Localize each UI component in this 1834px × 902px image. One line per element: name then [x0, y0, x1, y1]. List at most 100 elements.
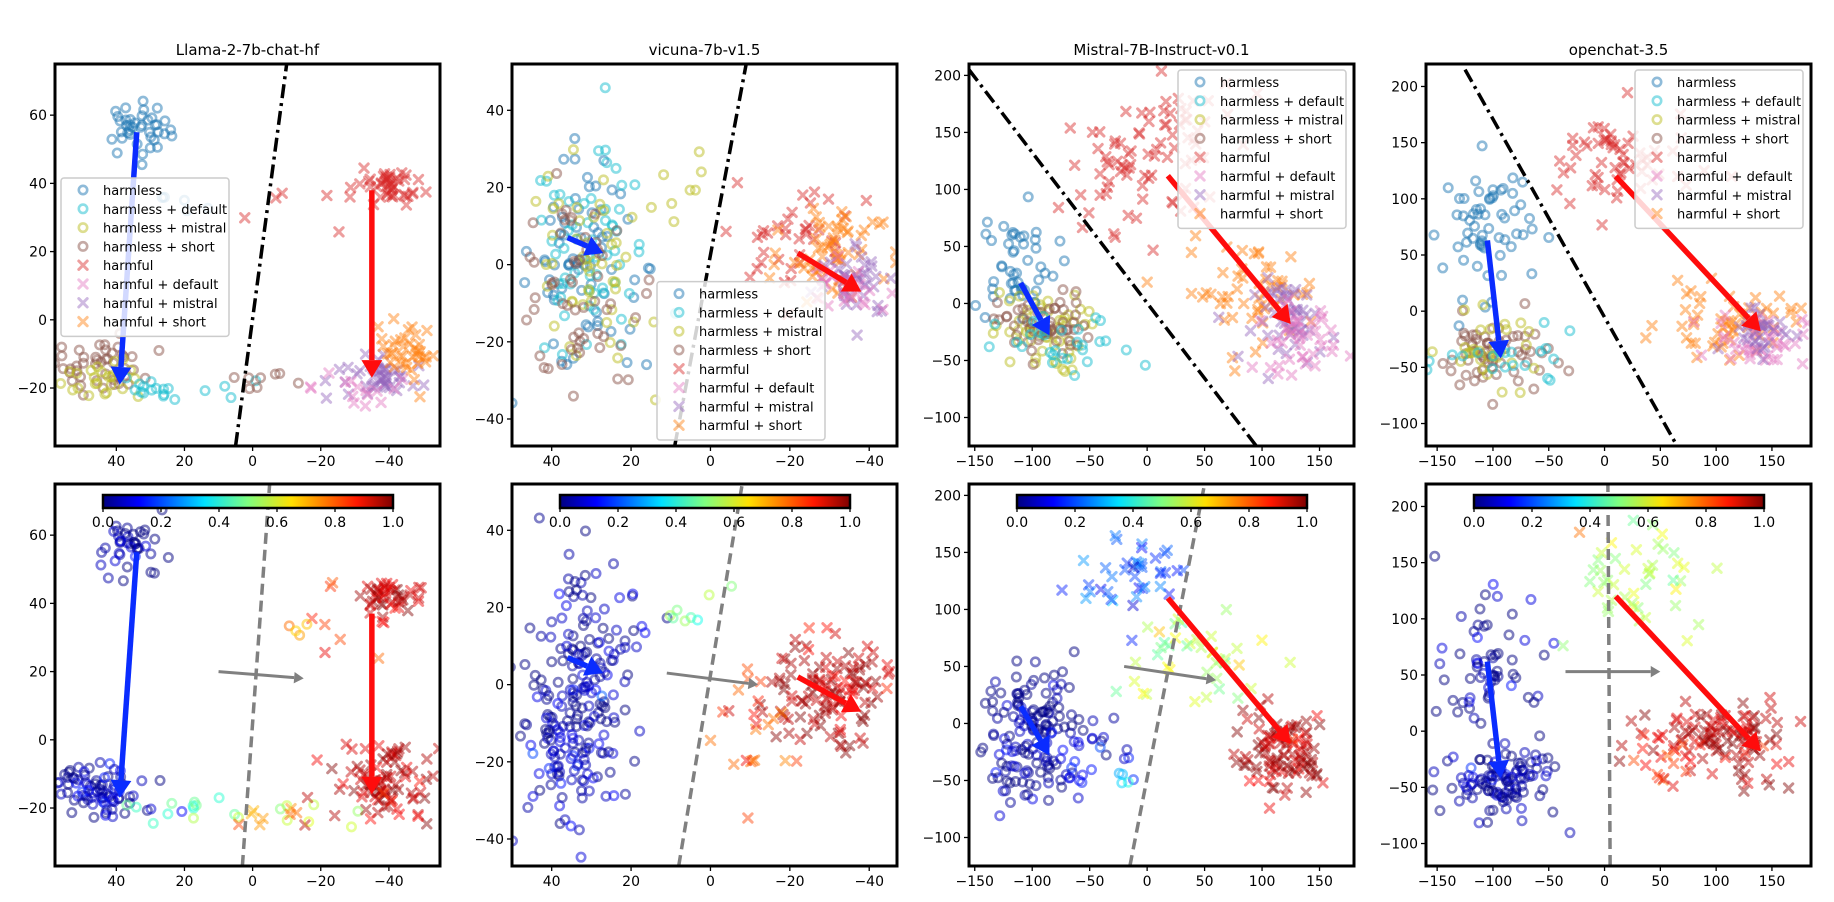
harmless-point: [535, 630, 547, 642]
x-tick-label: 0: [1143, 874, 1152, 890]
harmful-point: [383, 176, 396, 188]
harmful-point: [779, 754, 791, 767]
y-tick-label: 150: [934, 125, 961, 141]
harmful-point: [832, 250, 844, 262]
harmful-point: [406, 765, 419, 778]
legend-label: harmful + mistral: [699, 400, 814, 415]
harmless-point: [1464, 672, 1476, 684]
harmful-point: [1557, 167, 1570, 179]
harmful-point: [377, 348, 389, 361]
harmless-point: [96, 546, 108, 558]
x-tick-label: −40: [854, 454, 884, 470]
plot-area: [512, 484, 896, 866]
harmful-point: [348, 785, 360, 797]
harmful-point: [848, 675, 860, 688]
harmless-point: [1030, 242, 1042, 254]
legend-entry: harmless: [77, 184, 162, 199]
harmless-point: [145, 376, 157, 388]
harmful-point: [1257, 317, 1269, 329]
panel-mistral-bottom: −150 −100 −50 0 50 100 150−100−500501001502000…: [923, 482, 1356, 890]
harmful-point: [340, 738, 352, 750]
harmful-point: [1252, 306, 1264, 318]
harmful-point: [395, 594, 407, 607]
harmless-point: [146, 112, 158, 124]
harmful-point: [386, 747, 398, 760]
legend-label: harmless + mistral: [1220, 114, 1343, 129]
harmful-point: [386, 751, 398, 763]
harmless-point: [36, 792, 44, 800]
harmful-point: [861, 640, 874, 653]
x-tick-label: 100: [1703, 454, 1730, 470]
harmful-point: [342, 361, 354, 374]
harmful-point: [239, 212, 251, 224]
harmful-point: [1710, 725, 1722, 737]
harmful-point: [1657, 543, 1669, 555]
harmless-point: [1430, 705, 1442, 717]
harmless-point: [1538, 317, 1550, 329]
legend-entry: harmful + mistral: [1651, 189, 1792, 204]
harmful-point: [379, 379, 391, 392]
harmful-point: [1718, 330, 1731, 343]
harmless-point: [535, 674, 547, 686]
harmless-point: [593, 738, 605, 750]
harmless-point: [117, 575, 129, 587]
harmful-point: [301, 791, 314, 804]
harmless-point: [1476, 140, 1488, 152]
harmful-point: [1601, 574, 1614, 587]
legend-box: [1634, 69, 1804, 230]
harmless-point: [148, 567, 160, 579]
legend-marker: [1651, 151, 1663, 163]
plot-area: [36, 484, 440, 866]
harmful-point: [385, 190, 397, 202]
harmful-point: [402, 190, 414, 203]
harmless-point: [552, 698, 564, 710]
harmful-point: [1277, 290, 1290, 302]
harmful-point: [1272, 343, 1284, 356]
harmful-point: [1765, 702, 1777, 714]
harmful-point: [1627, 514, 1639, 527]
harmless-point: [989, 318, 1001, 330]
harmless-point: [1496, 269, 1508, 281]
harmless-point: [589, 208, 601, 220]
harmless-arrow-head: [110, 779, 132, 798]
harmful-point: [1749, 291, 1762, 304]
harmless-point: [1018, 238, 1030, 250]
harmless-point: [1530, 749, 1542, 761]
harmful-point: [761, 227, 774, 239]
harmful-point: [1139, 169, 1151, 182]
harmful-point: [1236, 244, 1249, 257]
harmful-point: [1272, 282, 1284, 294]
harmless-arrow-shaft: [1484, 240, 1502, 342]
y-tick-label: −100: [923, 830, 961, 846]
shift-arrow: [666, 671, 759, 690]
harmful-point: [1748, 722, 1761, 735]
harmful-point: [1309, 307, 1321, 319]
harmless-point: [1100, 749, 1112, 761]
harmful-point: [1630, 544, 1643, 556]
harmless-point: [1428, 229, 1440, 241]
harmless-point: [1525, 593, 1537, 605]
harmful-point: [1231, 283, 1243, 295]
panel-openchat-bottom: −150 −100 −50 0 50 100 150−100−500501001502000…: [1380, 482, 1813, 890]
harmful-point: [400, 199, 413, 211]
harmful-point: [397, 594, 409, 606]
harmful-point: [372, 591, 385, 603]
harmful-point: [360, 384, 372, 397]
harmful-point: [1293, 763, 1305, 775]
harmless-point: [62, 787, 74, 799]
harmful-point: [346, 743, 358, 755]
harmful-point: [834, 723, 846, 736]
harmful-point: [778, 683, 790, 696]
harmless-point: [1475, 671, 1487, 683]
panel-title: Mistral-7B-Instruct-v0.1: [1073, 41, 1249, 59]
harmless-point: [1499, 234, 1511, 246]
legend-entry: harmless: [1194, 76, 1279, 91]
y-tick-label: −100: [923, 410, 961, 426]
legend-label: harmless: [1677, 76, 1736, 91]
harmless-point: [1500, 748, 1512, 760]
harmless-point: [1500, 787, 1512, 799]
harmful-point: [1754, 749, 1766, 762]
harmful-point: [1284, 656, 1296, 669]
harmless-point: [1524, 770, 1536, 782]
